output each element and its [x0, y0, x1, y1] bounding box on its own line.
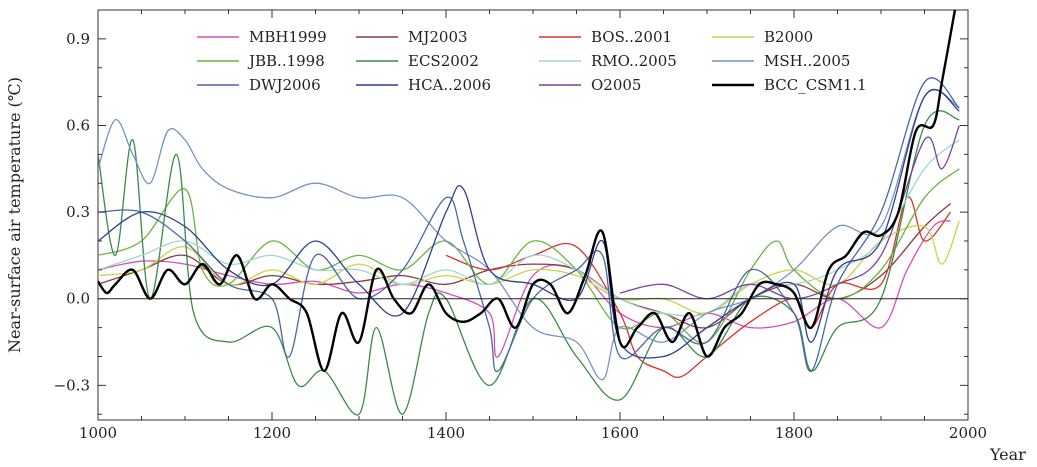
y-tick-label: −0.3: [54, 376, 90, 394]
x-tick-label: 2000: [949, 424, 987, 442]
legend-label: HCA..2006: [408, 76, 491, 94]
y-tick-label: 0.9: [66, 30, 90, 48]
legend-label: ECS2002: [408, 52, 479, 70]
y-tick-label: 0.0: [66, 290, 90, 308]
x-tick-label: 1400: [427, 424, 465, 442]
series-line-bcc-csm1-1: [98, 10, 957, 373]
legend: MBH1999 MJ2003 BOS..2001 B2000 JBB..1998 ECS2…: [197, 28, 867, 94]
y-axis-title: Near-surface air temperature (℃): [5, 77, 24, 353]
legend-label: MJ2003: [408, 28, 468, 46]
legend-label: B2000: [764, 28, 813, 46]
legend-label: O2005: [591, 76, 641, 94]
legend-label: MSH..2005: [764, 52, 850, 70]
x-tick-label: 1800: [775, 424, 813, 442]
legend-label: JBB..1998: [247, 52, 325, 70]
series-line-jbb-1998: [98, 168, 960, 344]
series-line-ecs2002: [98, 110, 960, 416]
legend-label: MBH1999: [249, 28, 327, 46]
series-line-mj2003: [98, 203, 952, 329]
x-tick-label: 1600: [601, 424, 639, 442]
series-line-msh-2005: [98, 89, 960, 381]
series-line-hca-2006: [98, 88, 960, 359]
y-tick-label: 0.6: [66, 116, 90, 134]
series-line-rmo-2005: [98, 139, 960, 317]
legend-label: DWJ2006: [249, 76, 321, 94]
series-line-o2005: [619, 125, 960, 300]
x-tick-label: 1000: [79, 424, 117, 442]
axes-group: 1000 1200 1400 1600 1800 2000 −0.3 0.0 0.3 0.6 0.9: [54, 10, 987, 442]
y-tick-label: 0.3: [66, 203, 90, 221]
legend-label: RMO..2005: [591, 52, 677, 70]
x-axis-title: Year: [989, 445, 1026, 464]
legend-label: BCC_CSM1.1: [764, 76, 867, 94]
plot-frame: [97, 9, 969, 421]
x-tick-label: 1200: [253, 424, 291, 442]
legend-label: BOS..2001: [591, 28, 672, 46]
series-line-mbh1999: [98, 220, 951, 358]
series-group: [98, 10, 960, 416]
series-line-dwj2006: [98, 77, 960, 372]
